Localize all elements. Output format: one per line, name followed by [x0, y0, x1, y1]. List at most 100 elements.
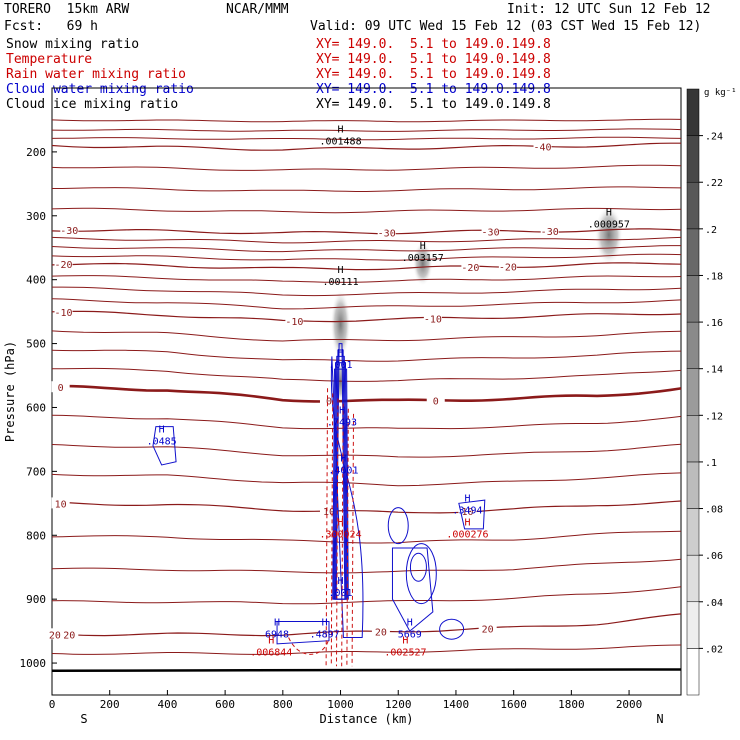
colorbar-label-1: .04 [705, 598, 723, 609]
rain-lowlevel [288, 637, 330, 655]
isotherm-upper-1 [51, 128, 682, 132]
org-title: NCAR/MMM [226, 2, 289, 17]
isotherm-label--30-2: -30 [482, 227, 500, 238]
xtick-label-2: 400 [157, 698, 177, 711]
max-marker-4: H [338, 348, 344, 359]
cloud-cell-outline [391, 547, 434, 632]
cloud-cell-2 [409, 552, 427, 582]
isotherm-label-bg [498, 260, 517, 272]
isotherm-minor-0-1 [51, 164, 682, 171]
cloud-lowlevel [276, 621, 330, 645]
xtick-label-8: 1600 [500, 698, 527, 711]
colorbar-label-11: .24 [705, 132, 723, 143]
colorbar-swatch-7 [686, 321, 700, 369]
isotherm-minor-3-2 [51, 349, 682, 362]
colorbar: .02 .04 .06 .08 .1 .12 .14 .16 .18 .2 .22 .24 [686, 88, 723, 696]
isotherm-minor-1-3 [51, 253, 682, 261]
cloud-left [152, 426, 177, 466]
max-marker-14: H [322, 618, 328, 629]
legend-snow-xy: XY= 149.0. 5.1 to 149.0.149.8 [316, 37, 551, 52]
max-value-12: 6948 [265, 630, 289, 641]
isotherm-label-bg [377, 226, 396, 238]
max-value-8: .300024 [319, 529, 361, 540]
colorbar-label-0: .02 [705, 644, 723, 655]
colorbar-swatch-4 [686, 461, 700, 509]
max-value-9: .3494 [452, 506, 482, 517]
model-title: TORERO 15km ARW [4, 2, 130, 17]
isotherm-minor-4-3 [51, 472, 682, 487]
max-marker-13: H [268, 635, 274, 646]
max-value-13: .006844 [250, 647, 292, 658]
ytick-label-0: 200 [26, 146, 46, 159]
legend-cloud-water-xy: XY= 149.0. 5.1 to 149.0.149.8 [316, 82, 551, 97]
isotherm-label-10-2: 10 [461, 507, 473, 518]
max-value-15: 5669 [398, 630, 422, 641]
isotherm-label-10-0: 10 [55, 499, 67, 510]
isotherm-label-bg [478, 622, 497, 634]
ytick-label-1: 300 [26, 210, 46, 223]
colorbar-swatch-10 [686, 181, 700, 230]
isotherm-minor-0-2 [52, 186, 682, 192]
isotherm-label--20-0: -20 [55, 260, 73, 271]
isotherm-label--20-2: -20 [499, 262, 517, 273]
isotherm-label-10-1: 10 [323, 507, 335, 518]
colorbar-swatch-11 [686, 135, 700, 183]
isotherm-label-bg [481, 225, 500, 237]
isotherm-minor-2-1 [51, 275, 682, 283]
colorbar-swatch-6 [686, 368, 700, 416]
isotherm-minor-0-3 [51, 207, 682, 214]
isotherm-10 [51, 500, 682, 514]
cloud-cell-0 [387, 507, 409, 545]
isotherm-label-bg [319, 394, 338, 406]
colorbar-swatch-5 [686, 415, 700, 463]
max-value-6: .0485 [147, 437, 177, 448]
cloud-right [458, 499, 486, 530]
isotherm-label-bg [60, 628, 79, 640]
isotherm-minor-5-2 [51, 558, 682, 574]
colorbar-label-9: .2 [705, 225, 717, 236]
isotherm-label--20-1: -20 [461, 263, 479, 274]
rain-streak-3 [341, 403, 344, 667]
isotherm-label-bg [540, 224, 559, 236]
colorbar-label-8: .18 [705, 271, 723, 282]
rain-streak-0 [325, 388, 329, 667]
init-time: Init: 12 UTC Sun 12 Feb 12 [507, 2, 711, 17]
legend-rain-xy: XY= 149.0. 5.1 to 149.0.149.8 [316, 67, 551, 82]
ytick-label-8: 1000 [20, 657, 47, 670]
colorbar-swatch-8 [686, 275, 700, 323]
isotherm-label-20-0: 20 [49, 630, 61, 641]
xtick-label-7: 1400 [443, 698, 470, 711]
isotherm-label-bg [458, 504, 477, 516]
isotherm-label-20-1: 20 [63, 630, 75, 641]
isotherm-minor-5-3 [51, 586, 682, 605]
rain-streak-4 [346, 408, 349, 667]
legend-snow: Snow mixing ratio [6, 37, 140, 52]
isotherm-minor-1-2 [51, 245, 681, 253]
isotherm-label-bg [54, 305, 73, 317]
isotherm-label-bg [285, 315, 304, 327]
isotherm-label-0-2: 0 [433, 396, 439, 407]
max-marker-12: H [274, 618, 280, 629]
max-value-0: .001488 [319, 136, 361, 147]
legend-temperature-xy: XY= 149.0. 5.1 to 149.0.149.8 [316, 52, 551, 67]
legend-cloud-ice-xy: XY= 149.0. 5.1 to 149.0.149.8 [316, 97, 551, 112]
isotherm-label-bg [54, 257, 73, 269]
rain-streak-2 [335, 398, 339, 667]
xtick-label-5: 1000 [327, 698, 354, 711]
isotherm-minor-3-1 [51, 330, 682, 342]
cloud-cell-1 [405, 543, 437, 605]
colorbar-label-4: .1 [705, 458, 717, 469]
ytick-label-5: 700 [26, 465, 46, 478]
legend-rain: Rain water mixing ratio [6, 67, 187, 82]
max-marker-16: H [402, 635, 408, 646]
ytick-label-6: 800 [26, 529, 46, 542]
y-axis-label: Pressure (hPa) [3, 341, 17, 442]
isotherm-label-bg [60, 224, 79, 236]
xtick-label-1: 200 [100, 698, 120, 711]
xtick-label-3: 600 [215, 698, 235, 711]
max-value-1: .00111 [322, 277, 358, 288]
colorbar-swatch-1 [686, 601, 700, 649]
isotherm-label--30-0: -30 [60, 226, 78, 237]
rain-streak-5 [351, 413, 355, 667]
